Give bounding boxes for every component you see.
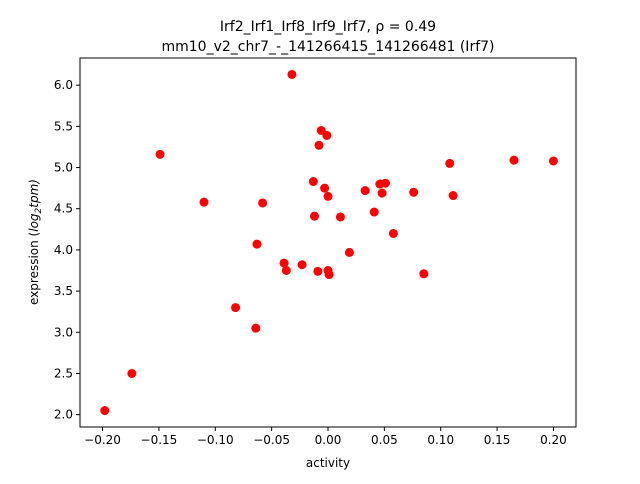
scatter-point (388, 228, 398, 238)
scatter-point (155, 149, 165, 159)
y-tick-label: 4.0 (54, 243, 73, 257)
x-tick-label: 0.00 (315, 433, 342, 447)
x-axis-label: activity (306, 456, 350, 470)
x-tick-label: −0.20 (84, 433, 121, 447)
x-tick-label: −0.05 (253, 433, 290, 447)
scatter-point (258, 198, 268, 208)
scatter-point (369, 207, 379, 217)
scatter-point (287, 69, 297, 79)
x-tick-label: 0.10 (427, 433, 454, 447)
scatter-point (509, 155, 519, 165)
scatter-point (324, 270, 334, 280)
scatter-point (279, 258, 289, 268)
scatter-point (323, 191, 333, 201)
x-tick-label: 0.05 (371, 433, 398, 447)
y-tick-label: 5.5 (54, 119, 73, 133)
scatter-point (308, 177, 318, 187)
scatter-point (322, 130, 332, 140)
scatter-point (445, 158, 455, 168)
scatter-point (127, 368, 137, 378)
y-tick-label: 5.0 (54, 161, 73, 175)
plot-area-frame (79, 57, 577, 428)
scatter-point (344, 247, 354, 257)
chart-title-line1: Irf2_Irf1_Irf8_Irf9_Irf7, ρ = 0.49 (220, 19, 436, 35)
scatter-point (281, 266, 291, 276)
chart-title-line2: mm10_v2_chr7_-_141266415_141266481 (Irf7… (162, 39, 495, 55)
scatter-point (448, 191, 458, 201)
x-tick-label: −0.10 (197, 433, 234, 447)
scatter-point (409, 187, 419, 197)
scatter-point (360, 186, 370, 196)
y-tick-label: 3.0 (54, 325, 73, 339)
y-tick-label: 2.0 (54, 408, 73, 422)
scatter-point (377, 188, 387, 198)
scatter-point (548, 156, 558, 166)
scatter-point (251, 323, 261, 333)
scatter-point (419, 269, 429, 279)
y-axis-label: expression (log2tpm) (27, 179, 44, 305)
scatter-point (199, 197, 209, 207)
y-tick-label: 6.0 (54, 78, 73, 92)
scatter-point (320, 183, 330, 193)
x-tick-label: 0.20 (540, 433, 567, 447)
x-tick-label: −0.15 (141, 433, 178, 447)
scatter-point (313, 266, 323, 276)
scatter-point (380, 178, 390, 188)
scatter-point (252, 239, 262, 249)
scatter-point (309, 211, 319, 221)
scatter-point (335, 212, 345, 222)
scatter-point (231, 303, 241, 313)
y-tick-label: 2.5 (54, 366, 73, 380)
y-tick-label: 4.5 (54, 202, 73, 216)
scatter-point (314, 140, 324, 150)
scatter-point (100, 406, 110, 416)
x-tick-label: 0.15 (484, 433, 511, 447)
y-tick-label: 3.5 (54, 284, 73, 298)
scatter-point (297, 260, 307, 270)
